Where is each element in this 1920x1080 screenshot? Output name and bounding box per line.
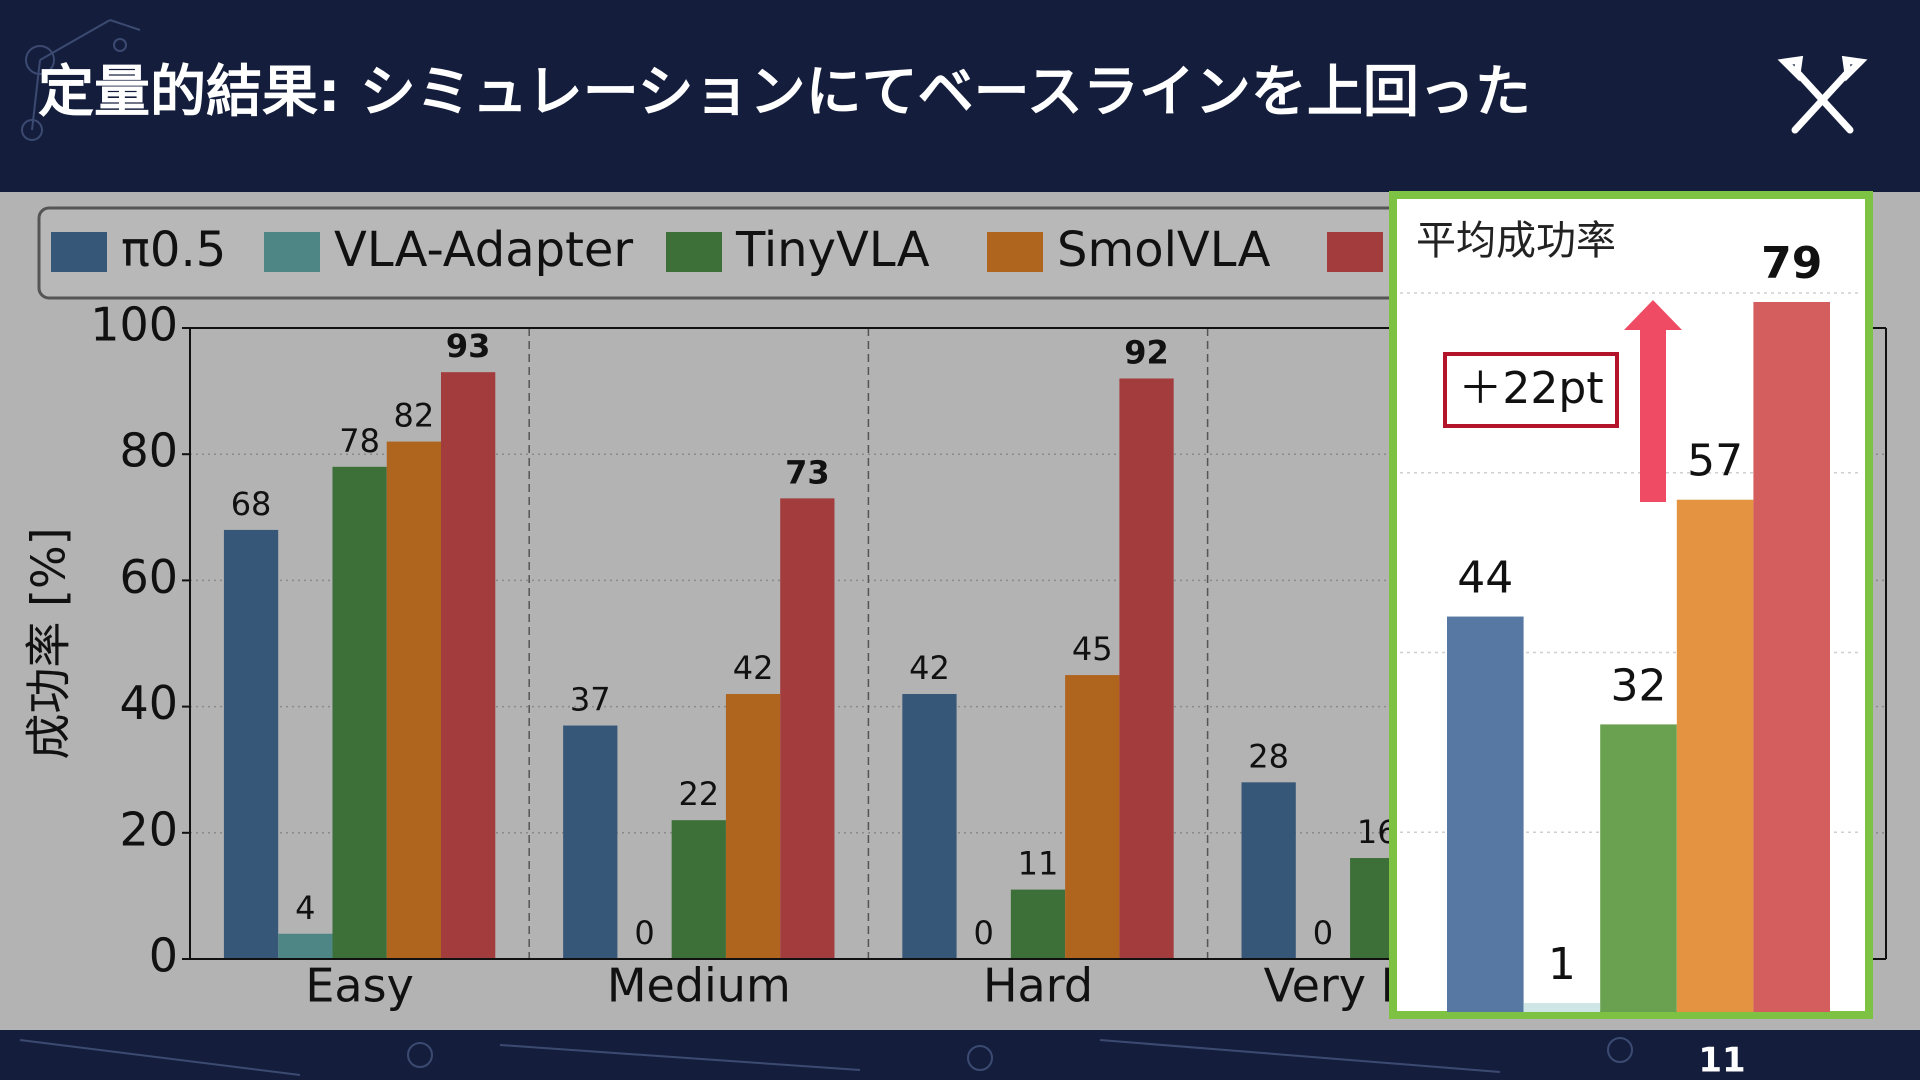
data-label: 92 bbox=[1124, 333, 1169, 371]
data-label: 22 bbox=[678, 775, 719, 813]
legend-swatch bbox=[987, 232, 1043, 272]
legend-label: π0.5 bbox=[121, 222, 226, 278]
legend-swatch bbox=[666, 232, 722, 272]
y-tick-label: 100 bbox=[90, 298, 178, 352]
bar bbox=[671, 820, 726, 959]
bar bbox=[441, 372, 496, 959]
legend-swatch bbox=[51, 232, 107, 272]
bar bbox=[386, 441, 442, 960]
bar bbox=[725, 693, 781, 959]
slide-title: 定量的結果: シミュレーションにてベースラインを上回った bbox=[38, 60, 1531, 125]
data-label: 11 bbox=[1018, 845, 1059, 883]
data-label: 28 bbox=[1248, 737, 1289, 775]
data-label: 78 bbox=[339, 422, 380, 460]
data-label: 4 bbox=[295, 889, 315, 927]
data-label: 82 bbox=[394, 397, 435, 435]
x-tick-label: Medium bbox=[607, 959, 791, 1013]
header-band bbox=[0, 0, 1920, 192]
data-label: 1 bbox=[1548, 939, 1576, 990]
x-tick-label: Hard bbox=[983, 959, 1093, 1013]
bar bbox=[1010, 889, 1066, 959]
data-label: 93 bbox=[446, 327, 491, 365]
bar bbox=[1753, 301, 1830, 1012]
bar bbox=[332, 466, 387, 959]
bar bbox=[1065, 675, 1120, 959]
network-decoration bbox=[19, 19, 1633, 1076]
legend-swatch bbox=[1327, 232, 1383, 272]
legend-swatch bbox=[264, 232, 320, 272]
footer-band bbox=[0, 1030, 1920, 1080]
annotation: ＋22pt bbox=[1458, 363, 1603, 414]
data-label: 37 bbox=[570, 681, 611, 719]
y-tick-label: 80 bbox=[119, 424, 178, 478]
bar bbox=[1600, 724, 1677, 1012]
data-label: 57 bbox=[1687, 436, 1743, 487]
data-label: 42 bbox=[733, 649, 774, 687]
increase-arrow bbox=[1624, 300, 1682, 502]
y-tick-label: 60 bbox=[119, 550, 178, 604]
annotation-box bbox=[1443, 352, 1619, 428]
data-label: 0 bbox=[974, 914, 994, 952]
legend-label: TinyVLA bbox=[735, 222, 930, 278]
bar bbox=[1523, 1003, 1601, 1012]
bar bbox=[1119, 378, 1174, 960]
data-label: 0 bbox=[634, 914, 654, 952]
data-label: 73 bbox=[785, 453, 830, 491]
bar bbox=[902, 693, 957, 959]
legend-label: VLA-Adapter bbox=[334, 222, 633, 278]
bar bbox=[223, 529, 279, 959]
data-label: 44 bbox=[1457, 553, 1513, 604]
inset-chart: 平均成功率 44 1 32 57 79 ＋22pt bbox=[1389, 191, 1873, 1019]
y-tick-label: 40 bbox=[119, 676, 178, 730]
y-axis-label: 成功率 [%] bbox=[22, 527, 76, 759]
data-label: 45 bbox=[1072, 630, 1113, 668]
inset-title: 平均成功率 bbox=[1416, 218, 1616, 264]
legend-label: SmolVLA bbox=[1057, 222, 1271, 278]
logo-icon bbox=[1777, 55, 1868, 134]
data-label: 32 bbox=[1611, 660, 1667, 711]
data-label: 68 bbox=[231, 485, 272, 523]
x-tick-label: Easy bbox=[305, 959, 413, 1013]
bar bbox=[1241, 782, 1296, 959]
bar bbox=[278, 933, 333, 959]
y-tick-label: 20 bbox=[119, 802, 178, 856]
data-label: 0 bbox=[1313, 914, 1333, 952]
data-label: 42 bbox=[909, 649, 950, 687]
bar bbox=[563, 725, 618, 959]
bar bbox=[780, 498, 835, 959]
y-tick-label: 0 bbox=[149, 929, 178, 983]
data-label: 79 bbox=[1761, 238, 1822, 289]
page-number: 11 bbox=[1698, 1041, 1745, 1080]
bar bbox=[1676, 499, 1754, 1012]
bar bbox=[1447, 616, 1524, 1012]
